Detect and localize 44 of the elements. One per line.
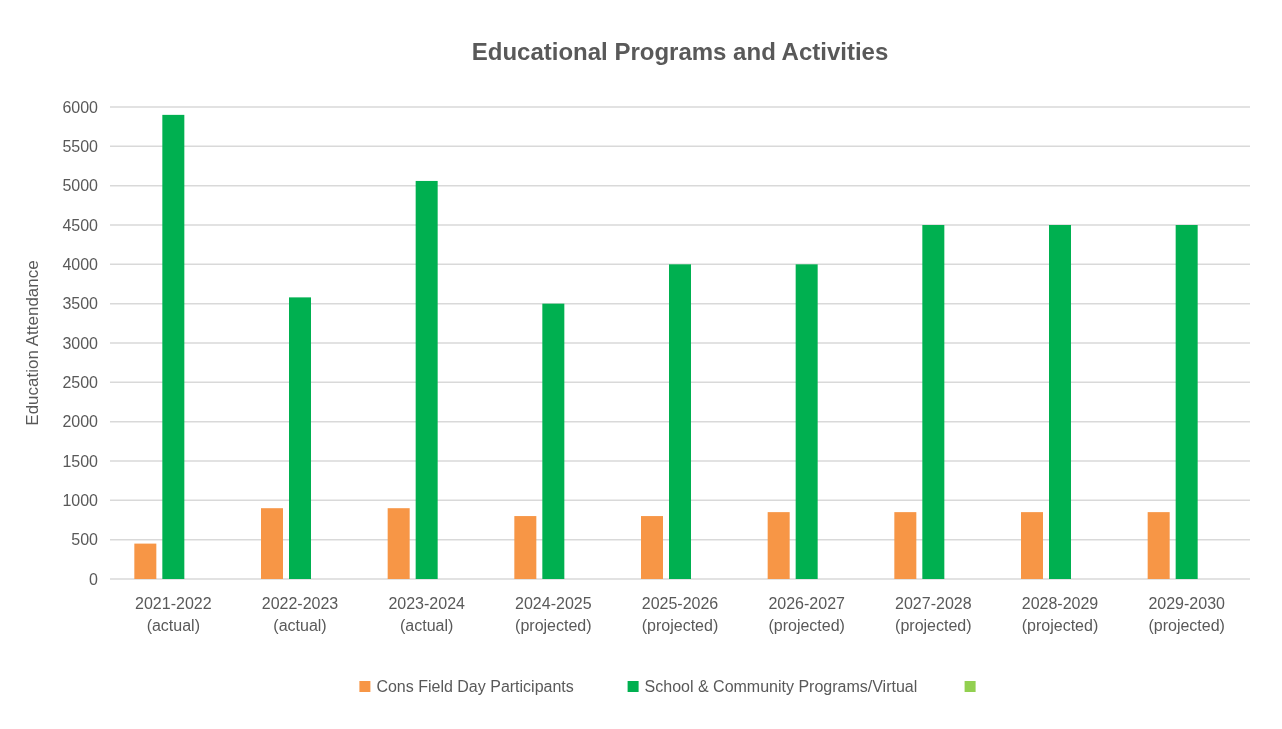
bar xyxy=(767,512,790,579)
bar xyxy=(641,516,663,579)
y-tick-label: 3000 xyxy=(62,334,99,352)
legend-label: Cons Field Day Participants xyxy=(376,678,574,695)
y-tick-label: 5500 xyxy=(62,137,99,155)
x-tick-label: 2023-2024 (actual) xyxy=(388,595,466,634)
y-tick-label: 6000 xyxy=(62,98,99,116)
bar xyxy=(542,303,565,579)
bar xyxy=(514,516,537,579)
bar xyxy=(922,225,945,579)
y-axis-title: Education Attendance xyxy=(23,260,42,426)
bar xyxy=(162,114,185,579)
x-tick-label: 2021-2022 (actual) xyxy=(135,595,212,634)
x-tick-label: 2026-2027 (projected) xyxy=(768,595,846,634)
bar xyxy=(1147,512,1170,579)
y-tick-label: 3500 xyxy=(62,295,99,313)
y-tick-label: 2500 xyxy=(62,373,99,391)
y-tick-label: 4000 xyxy=(62,255,99,273)
x-tick-label: 2024-2025 (projected) xyxy=(515,595,592,634)
x-tick-label: 2029-2030 (projected) xyxy=(1148,595,1226,634)
bar xyxy=(669,264,691,579)
x-tick-label: 2022-2023 (actual) xyxy=(261,595,339,634)
y-tick-label: 500 xyxy=(71,531,99,549)
bar xyxy=(415,180,438,579)
bar xyxy=(261,508,283,579)
y-tick-label: 1000 xyxy=(62,491,99,509)
y-tick-label: 1500 xyxy=(62,452,99,470)
y-tick-label: 0 xyxy=(89,570,99,588)
bar xyxy=(387,508,410,579)
bar xyxy=(289,297,311,579)
bar xyxy=(1021,512,1043,579)
bar xyxy=(1175,225,1198,579)
x-tick-label: 2027-2028 (projected) xyxy=(895,595,972,634)
x-tick-label: 2028-2029 (projected) xyxy=(1021,595,1099,634)
bar xyxy=(1049,225,1071,579)
y-tick-label: 5000 xyxy=(62,177,99,195)
chart-title: Educational Programs and Activities xyxy=(471,38,889,65)
bar xyxy=(134,543,157,579)
y-tick-label: 2000 xyxy=(62,413,99,431)
bar xyxy=(894,512,917,579)
bar xyxy=(795,264,818,579)
y-tick-label: 4500 xyxy=(62,216,99,234)
x-tick-label: 2025-2026 (projected) xyxy=(641,595,719,634)
legend-label: School & Community Programs/Virtual xyxy=(644,678,918,695)
